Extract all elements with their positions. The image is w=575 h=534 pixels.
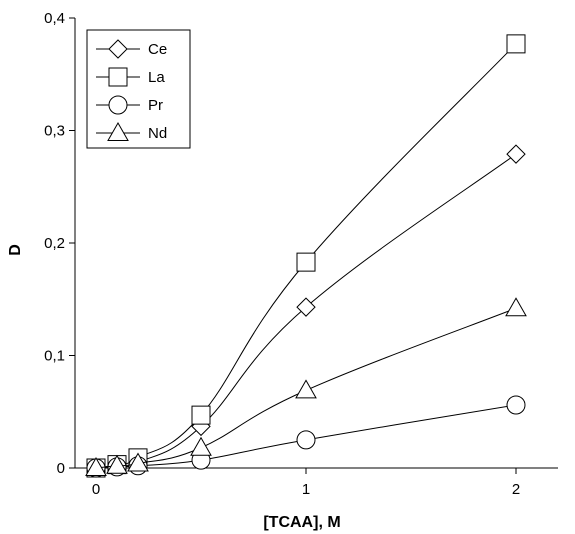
data-point-triangle xyxy=(85,456,107,476)
data-point-triangle xyxy=(505,297,527,317)
data-point-triangle xyxy=(106,454,128,474)
y-tick-label: 0 xyxy=(57,460,65,477)
x-tick-label: 1 xyxy=(302,481,310,498)
series-pr xyxy=(86,395,526,478)
data-point-triangle xyxy=(295,379,317,399)
legend-item-la: La xyxy=(96,67,165,87)
data-point-circle xyxy=(506,395,526,415)
y-tick-label: 0,2 xyxy=(44,235,65,252)
data-point-square xyxy=(506,34,526,54)
data-point-circle xyxy=(108,95,128,115)
legend-label: Ce xyxy=(148,41,167,58)
data-point-square xyxy=(191,405,211,425)
data-point-triangle xyxy=(107,121,129,141)
data-point-diamond xyxy=(296,297,316,317)
legend-item-pr: Pr xyxy=(96,95,163,115)
data-point-circle xyxy=(296,430,316,450)
y-tick-label: 0,1 xyxy=(44,348,65,365)
legend: Ce La Pr Nd xyxy=(86,29,191,149)
legend-label: Pr xyxy=(148,97,163,114)
data-point-diamond xyxy=(506,144,526,164)
data-point-triangle xyxy=(190,436,212,456)
data-point-diamond xyxy=(108,39,128,59)
series-nd xyxy=(85,297,527,476)
series-ce xyxy=(86,144,526,478)
y-axis-label: D xyxy=(7,244,24,256)
series-layer xyxy=(85,34,527,478)
axes: 0 0,1 0,2 0,3 0,4 0 1 2 xyxy=(44,10,558,498)
x-tick-label: 2 xyxy=(512,481,520,498)
y-tick-label: 0,4 xyxy=(44,10,65,27)
y-tick-label: 0,3 xyxy=(44,123,65,140)
legend-item-ce: Ce xyxy=(96,39,167,59)
data-point-triangle xyxy=(127,452,149,472)
data-point-square xyxy=(108,67,128,87)
x-tick-label: 0 xyxy=(92,481,100,498)
legend-item-nd: Nd xyxy=(96,121,167,142)
legend-box xyxy=(86,29,191,149)
legend-label: Nd xyxy=(148,125,167,142)
x-axis-label: [TCAA], M xyxy=(263,514,340,531)
data-point-square xyxy=(296,252,316,272)
legend-label: La xyxy=(148,69,165,86)
